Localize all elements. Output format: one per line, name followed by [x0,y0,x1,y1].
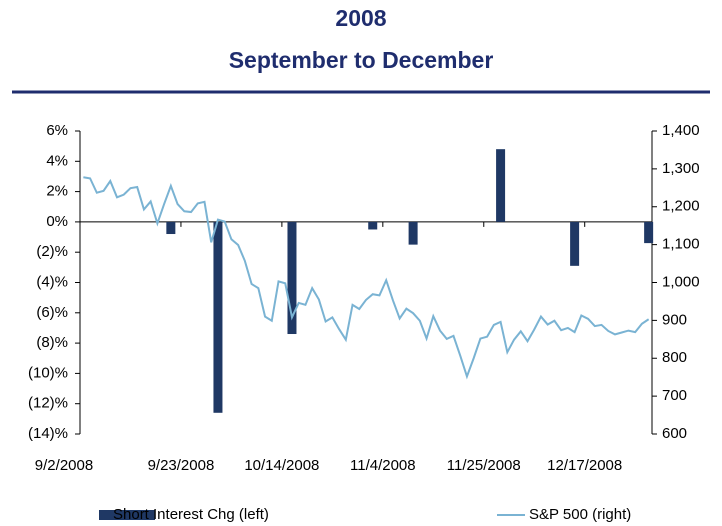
y-tick-label: (8)% [36,334,68,351]
y2-tick-label: 1,100 [662,236,700,253]
bar [368,221,378,230]
legend-label: S&P 500 (right) [529,506,631,523]
y2-tick-label: 1,200 [662,198,700,215]
x-tick-label: 9/23/2008 [148,457,215,474]
bar [644,221,654,244]
legend-label: Short Interest Chg (left) [113,506,269,523]
bar [166,221,176,235]
chart-subtitle: September to December [229,47,494,73]
y2-tick-label: 900 [662,311,687,328]
legend-swatch [99,510,155,520]
y2-tick-label: 600 [662,425,687,442]
y-tick-label: 0% [46,213,68,230]
y-tick-label: 2% [46,183,68,200]
chart-title: 2008 [335,5,386,31]
bar [496,149,506,222]
bar [287,221,297,335]
bar [570,221,580,266]
bar [213,221,223,413]
y-tick-label: (10)% [28,364,68,381]
y-tick-label: (4)% [36,273,68,290]
bar [408,221,418,245]
x-tick-label: 9/2/2008 [35,457,93,474]
y-tick-label: 4% [46,152,68,169]
y-tick-label: (2)% [36,243,68,260]
y2-tick-label: 1,300 [662,160,700,177]
x-tick-label: 12/17/2008 [547,457,622,474]
y2-tick-label: 1,000 [662,273,700,290]
y-tick-label: (6)% [36,304,68,321]
x-tick-label: 11/25/2008 [447,457,521,474]
y-tick-label: (14)% [28,425,68,442]
y2-tick-label: 800 [662,349,687,366]
y-tick-label: 6% [46,122,68,139]
line [83,176,650,380]
y2-tick-label: 1,400 [662,122,700,139]
y-tick-label: (12)% [28,395,68,412]
y2-tick-label: 700 [662,387,687,404]
x-tick-label: 11/4/2008 [350,457,416,474]
x-tick-label: 10/14/2008 [244,457,319,474]
